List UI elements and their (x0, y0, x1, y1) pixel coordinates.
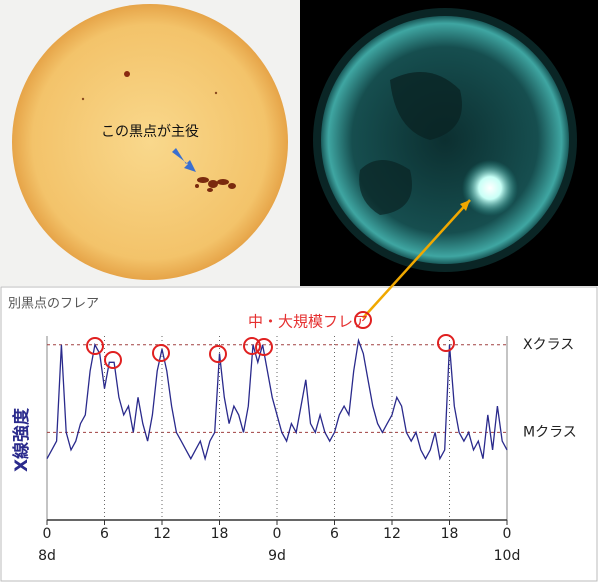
x-tick-label: 6 (330, 526, 339, 542)
sunspot-caption: この黒点が主役 (101, 124, 199, 140)
sunspot (214, 91, 218, 95)
date-label: 10d (494, 548, 521, 564)
date-label: 9d (268, 548, 286, 564)
sun-visible (12, 4, 288, 280)
y-tick-label: Mクラス (523, 424, 577, 440)
plot: Xクラス Mクラス 0 6 12 18 0 6 12 18 0 8d 9d 10d (38, 336, 577, 564)
x-tick-label: 18 (441, 526, 459, 542)
y-axis-label: X線強度 (11, 407, 32, 472)
link-arrow-head (460, 200, 470, 211)
coronal-hole (390, 72, 462, 140)
sunspot (124, 71, 130, 77)
other-flare-annotation: 別黒点のフレア (8, 297, 99, 312)
x-tick-label: 12 (153, 526, 171, 542)
x-tick-label: 0 (43, 526, 52, 542)
link-arrow (362, 199, 471, 319)
flare-annotation: 中・大規模フレア (248, 313, 368, 331)
chart-panel (0, 286, 598, 582)
x-tick-label: 6 (100, 526, 109, 542)
x-tick-label: 12 (383, 526, 401, 542)
x-tick-label: 18 (211, 526, 229, 542)
x-tick-label: 0 (273, 526, 282, 542)
coronal-hole (359, 160, 412, 215)
x-tick-label: 0 (503, 526, 512, 542)
flare-circles (86, 311, 455, 369)
xray-flux-line (46, 337, 508, 462)
sunspot (81, 97, 85, 101)
sunspot-group (195, 177, 236, 192)
date-label: 8d (38, 548, 56, 564)
pointer-arrow (172, 148, 196, 172)
y-tick-label: Xクラス (523, 337, 574, 353)
flare-spot (462, 160, 518, 216)
